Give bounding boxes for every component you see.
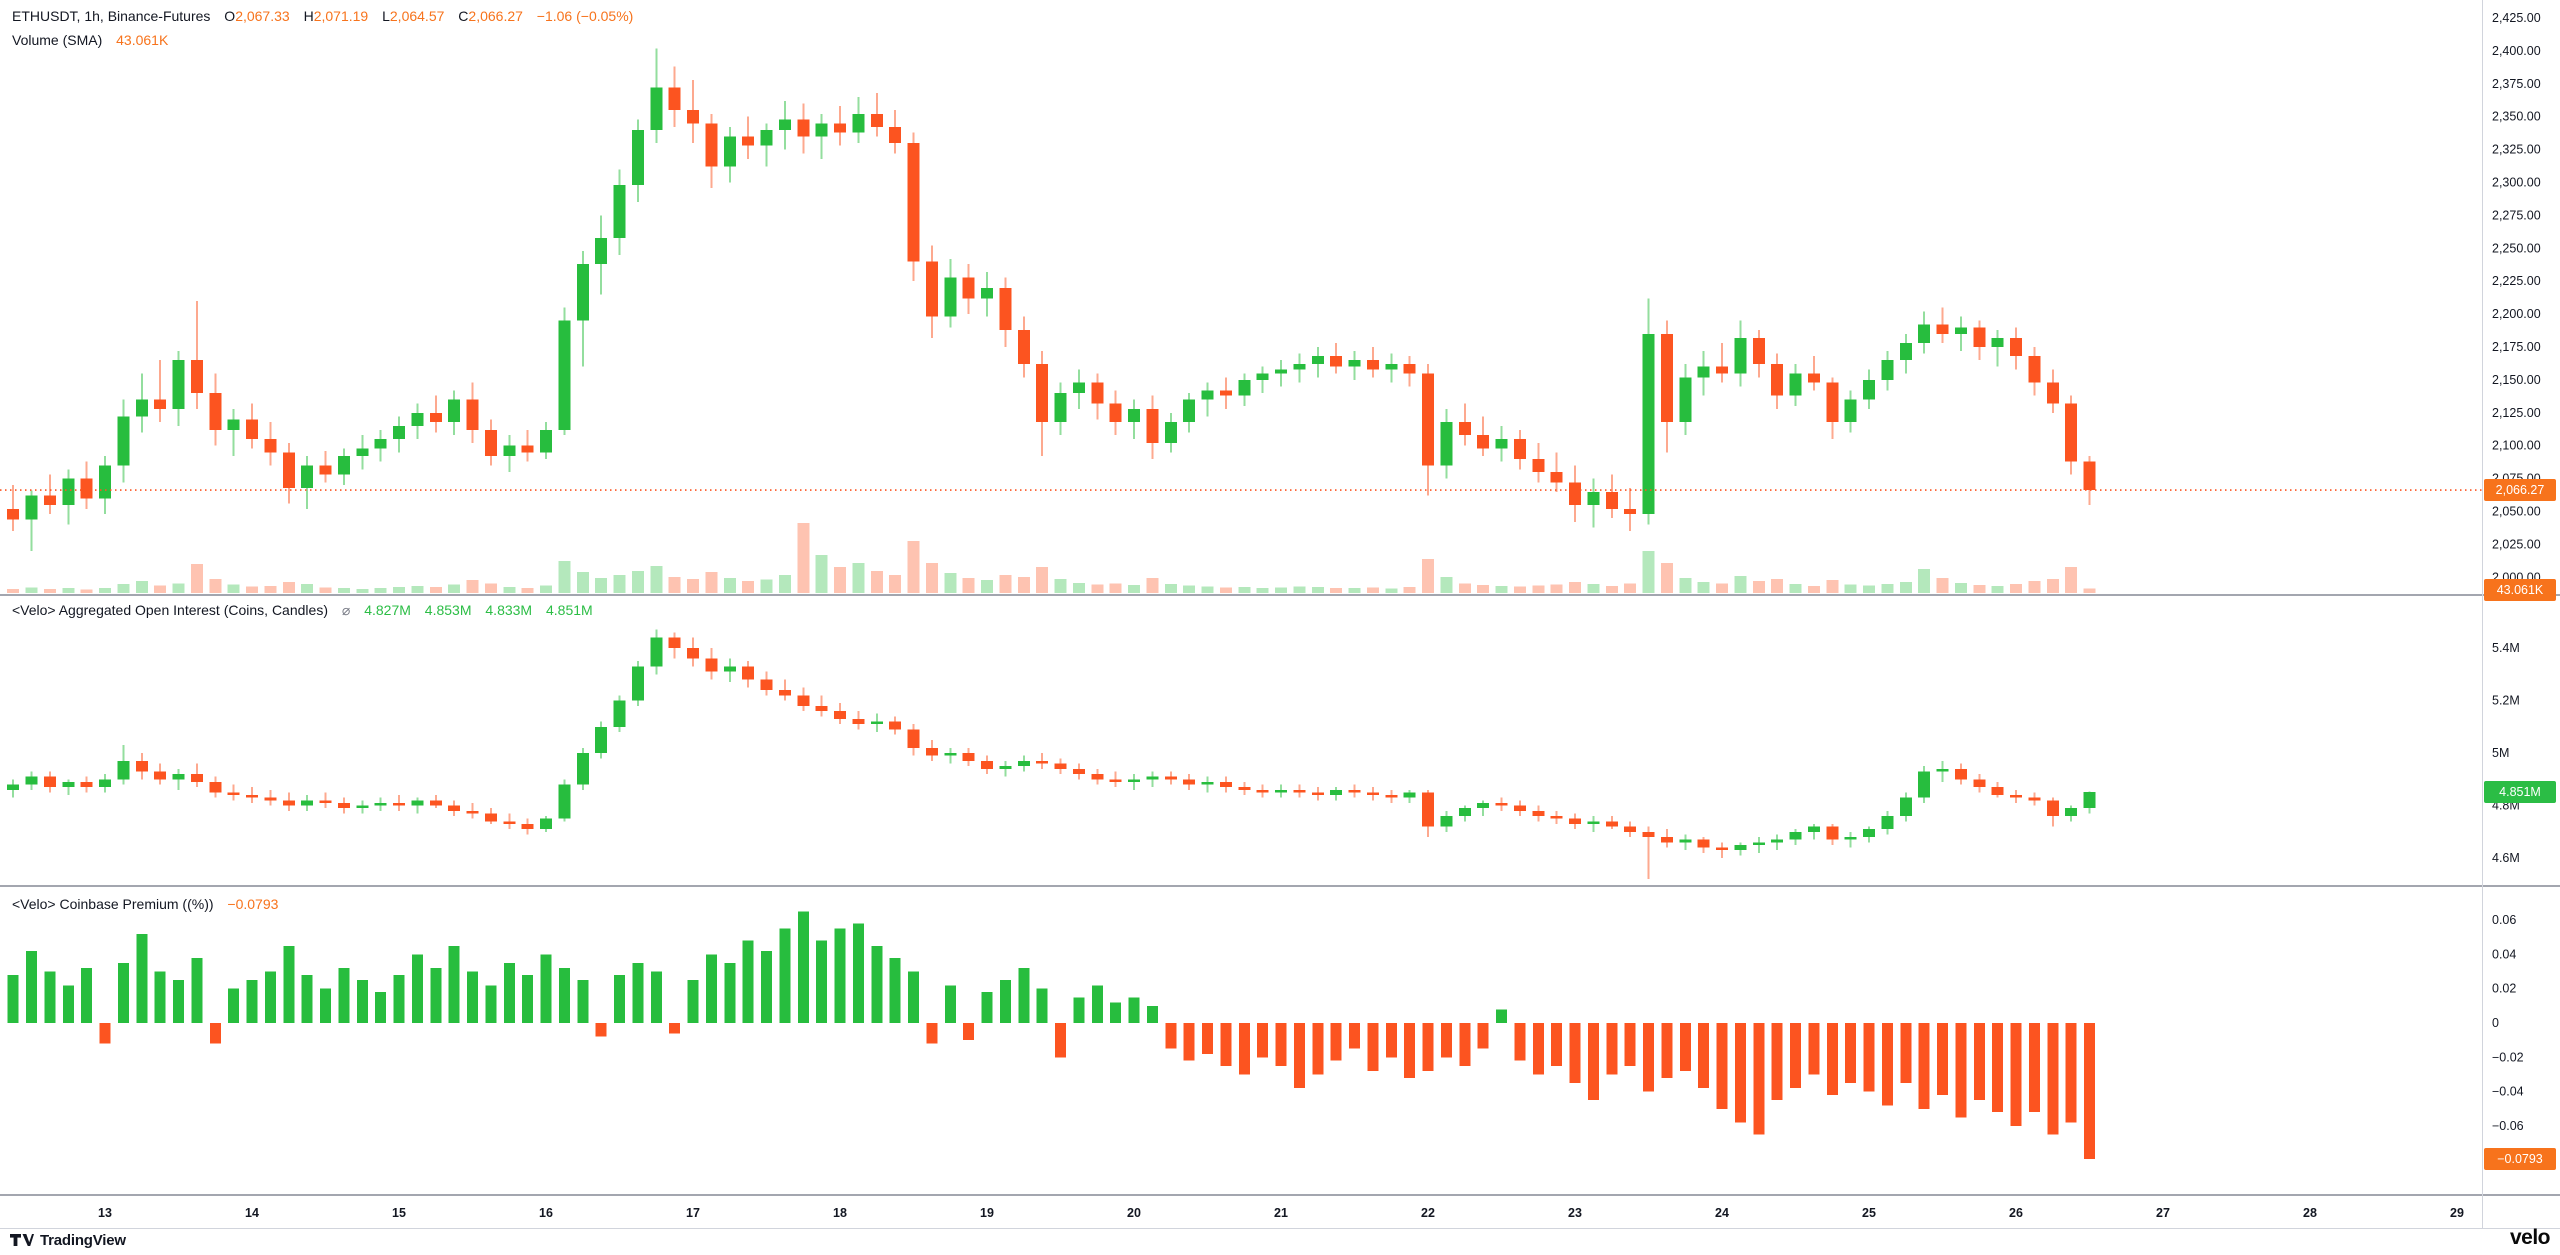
svg-text:2,325.00: 2,325.00 bbox=[2492, 143, 2541, 157]
svg-text:2,050.00: 2,050.00 bbox=[2492, 505, 2541, 519]
svg-text:22: 22 bbox=[1421, 1206, 1435, 1220]
last-premium-badge: −0.0793 bbox=[2484, 1147, 2556, 1170]
oi-high-value: 4.853M bbox=[424, 602, 472, 618]
svg-text:2,425.00: 2,425.00 bbox=[2492, 11, 2541, 25]
svg-text:2,150.00: 2,150.00 bbox=[2492, 373, 2541, 387]
last-oi-badge: 4.851M bbox=[2484, 781, 2556, 804]
svg-text:18: 18 bbox=[833, 1206, 847, 1220]
svg-text:0: 0 bbox=[2492, 1016, 2499, 1030]
svg-text:24: 24 bbox=[1715, 1206, 1729, 1220]
change-value: −1.06 (−0.05%) bbox=[536, 8, 634, 24]
svg-text:5.2M: 5.2M bbox=[2492, 694, 2520, 708]
open-label: O bbox=[224, 8, 236, 24]
tradingview-logo-icon bbox=[10, 1234, 34, 1246]
svg-text:27: 27 bbox=[2156, 1206, 2170, 1220]
premium-title: <Velo> Coinbase Premium ((%)) bbox=[12, 896, 214, 912]
svg-text:23: 23 bbox=[1568, 1206, 1582, 1220]
svg-text:2,350.00: 2,350.00 bbox=[2492, 110, 2541, 124]
premium-value: −0.0793 bbox=[227, 896, 279, 912]
svg-text:15: 15 bbox=[392, 1206, 406, 1220]
svg-text:5M: 5M bbox=[2492, 746, 2509, 760]
svg-text:2,125.00: 2,125.00 bbox=[2492, 406, 2541, 420]
oi-open-value: 4.827M bbox=[364, 602, 411, 618]
volume-legend: Volume (SMA) 43.061K bbox=[12, 32, 168, 48]
svg-text:13: 13 bbox=[98, 1206, 112, 1220]
price-pane-legend: ETHUSDT, 1h, Binance-Futures O2,067.33 H… bbox=[12, 8, 633, 24]
svg-text:−0.06: −0.06 bbox=[2492, 1119, 2524, 1133]
oi-close-value: 4.851M bbox=[545, 602, 593, 618]
price-scale[interactable]: 2,425.00 2,400.00 2,375.00 2,350.00 2,325.00… bbox=[2492, 11, 2541, 584]
svg-text:2,175.00: 2,175.00 bbox=[2492, 340, 2541, 354]
svg-text:2,275.00: 2,275.00 bbox=[2492, 208, 2541, 222]
close-value: 2,066.27 bbox=[468, 8, 523, 24]
svg-text:2,375.00: 2,375.00 bbox=[2492, 77, 2541, 91]
premium-bars bbox=[7, 911, 2095, 1159]
svg-text:−0.04: −0.04 bbox=[2492, 1085, 2524, 1099]
svg-text:2,250.00: 2,250.00 bbox=[2492, 241, 2541, 255]
last-volume-badge: 43.061K bbox=[2484, 579, 2556, 601]
svg-text:28: 28 bbox=[2303, 1206, 2317, 1220]
svg-text:21: 21 bbox=[1274, 1206, 1288, 1220]
velo-logo: velo bbox=[2509, 1226, 2551, 1249]
low-label: L bbox=[382, 8, 390, 24]
low-value: 2,064.57 bbox=[389, 8, 445, 24]
high-label: H bbox=[303, 8, 314, 24]
volume-value: 43.061K bbox=[116, 32, 169, 48]
last-price-badge: 2,066.27 bbox=[2484, 479, 2556, 502]
average-icon: ⌀ bbox=[341, 602, 351, 618]
svg-text:4.6M: 4.6M bbox=[2492, 851, 2520, 865]
svg-text:2,300.00: 2,300.00 bbox=[2492, 176, 2541, 190]
svg-text:25: 25 bbox=[1862, 1206, 1876, 1220]
volume-label: Volume (SMA) bbox=[12, 32, 103, 48]
tradingview-wordmark: TradingView bbox=[40, 1231, 126, 1249]
svg-text:2,200.00: 2,200.00 bbox=[2492, 307, 2541, 321]
pane-dividers[interactable] bbox=[0, 0, 2560, 1229]
tradingview-logo[interactable]: TradingView bbox=[10, 1231, 126, 1249]
svg-text:17: 17 bbox=[686, 1206, 700, 1220]
open-value: 2,067.33 bbox=[235, 8, 290, 24]
oi-title: <Velo> Aggregated Open Interest (Coins, … bbox=[12, 602, 328, 618]
svg-text:0.06: 0.06 bbox=[2492, 913, 2516, 927]
oi-pane-legend: <Velo> Aggregated Open Interest (Coins, … bbox=[12, 602, 593, 619]
premium-pane-legend: <Velo> Coinbase Premium ((%)) −0.0793 bbox=[12, 896, 278, 912]
premium-scale[interactable]: 0.06 0.04 0.02 0 −0.02 −0.04 −0.06 bbox=[2492, 913, 2524, 1133]
close-label: C bbox=[458, 8, 469, 24]
oi-low-value: 4.833M bbox=[485, 602, 533, 618]
symbol-title: ETHUSDT, 1h, Binance-Futures bbox=[12, 8, 211, 24]
svg-text:19: 19 bbox=[980, 1206, 994, 1220]
high-value: 2,071.19 bbox=[313, 8, 369, 24]
svg-text:5.4M: 5.4M bbox=[2492, 641, 2520, 655]
time-scale[interactable]: 13 14 15 16 17 18 19 20 21 22 23 24 25 26 27 28 29 bbox=[98, 1206, 2464, 1220]
svg-text:26: 26 bbox=[2009, 1206, 2023, 1220]
svg-text:29: 29 bbox=[2450, 1206, 2464, 1220]
svg-text:0.02: 0.02 bbox=[2492, 982, 2516, 996]
svg-text:16: 16 bbox=[539, 1206, 553, 1220]
price-candles bbox=[7, 48, 2096, 551]
svg-text:2,225.00: 2,225.00 bbox=[2492, 274, 2541, 288]
volume-bars bbox=[7, 523, 2096, 593]
svg-text:2,100.00: 2,100.00 bbox=[2492, 439, 2541, 453]
svg-text:20: 20 bbox=[1127, 1206, 1141, 1220]
oi-candles bbox=[7, 629, 2096, 879]
svg-text:−0.02: −0.02 bbox=[2492, 1050, 2524, 1064]
svg-text:2,025.00: 2,025.00 bbox=[2492, 537, 2541, 551]
svg-text:2,400.00: 2,400.00 bbox=[2492, 44, 2541, 58]
svg-text:0.04: 0.04 bbox=[2492, 947, 2516, 961]
svg-text:14: 14 bbox=[245, 1206, 259, 1220]
